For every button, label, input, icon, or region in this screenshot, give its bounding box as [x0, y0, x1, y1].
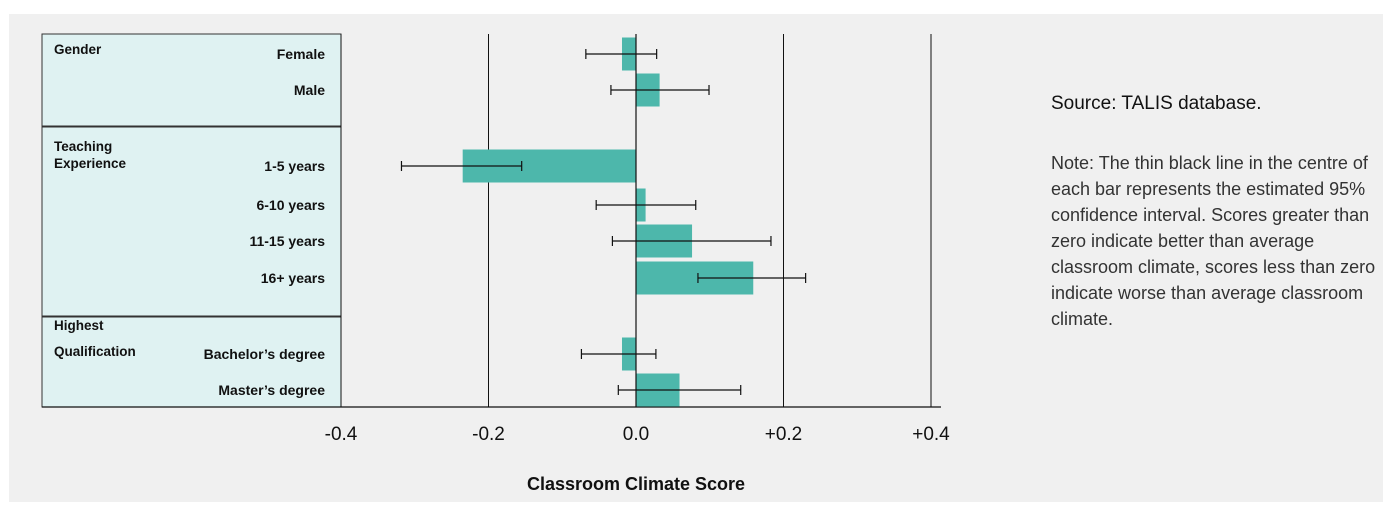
group-panel	[41, 316, 342, 408]
x-tick-label: +0.4	[912, 424, 950, 445]
source-text: Source: TALIS database.	[1051, 93, 1262, 114]
category-label: 16+ years	[261, 270, 325, 286]
category-label: Female	[277, 46, 325, 62]
chart: Gender Female Male Teaching Experience 1-5 ye…	[41, 33, 950, 494]
x-tick-label: 0.0	[623, 424, 649, 445]
group-label: Teaching	[54, 139, 112, 154]
figure-panel: Gender Female Male Teaching Experience 1-5 ye…	[9, 14, 1383, 502]
note-text: Note: The thin black line in the centre …	[1051, 153, 1376, 329]
group-label: Qualification	[54, 344, 136, 359]
category-label: Bachelor’s degree	[204, 346, 326, 362]
category-label: 1-5 years	[264, 158, 325, 174]
x-axis-title: Classroom Climate Score	[527, 474, 745, 494]
category-label: 6-10 years	[256, 197, 325, 213]
x-tick-label: -0.2	[472, 424, 505, 445]
category-label: 11-15 years	[249, 233, 325, 249]
x-tick-label: +0.2	[765, 424, 803, 445]
group-label: Highest	[54, 318, 104, 333]
group-label: Gender	[54, 42, 102, 57]
x-tick-label: -0.4	[325, 424, 358, 445]
category-label: Master’s degree	[218, 382, 325, 398]
group-panel	[41, 33, 342, 127]
category-label: Male	[294, 82, 325, 98]
group-panel	[41, 126, 342, 317]
group-label: Experience	[54, 156, 127, 171]
